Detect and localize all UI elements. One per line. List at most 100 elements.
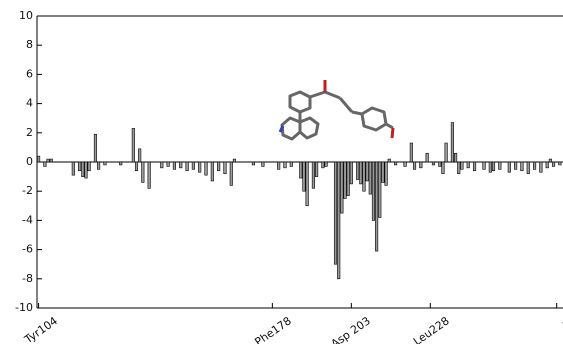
bar (457, 162, 460, 174)
bar (37, 156, 40, 162)
bar (334, 162, 337, 264)
bar (442, 162, 445, 174)
bar (499, 162, 502, 169)
bar (211, 162, 214, 181)
bar (420, 162, 423, 168)
bond (325, 92, 340, 98)
bar (559, 162, 562, 165)
bar (410, 143, 413, 162)
y-tick-label: 4 (26, 97, 33, 110)
bar (173, 162, 176, 169)
bar (205, 162, 208, 175)
y-tick-label: 10 (19, 9, 33, 22)
bar (382, 162, 385, 182)
chart: -10-8-6-4-20246810Tyr104Phe178Asp 203Leu… (0, 0, 563, 344)
oxygen (392, 128, 393, 138)
bar (315, 162, 318, 177)
ring (300, 118, 318, 138)
bar (394, 162, 397, 165)
y-tick-label: -4 (22, 213, 33, 226)
bond (386, 124, 393, 128)
bar (445, 143, 448, 162)
bar (186, 162, 189, 171)
bar (404, 162, 407, 166)
bar (385, 162, 388, 185)
bar (514, 162, 517, 169)
bar (306, 162, 309, 206)
bar (167, 162, 170, 166)
bar (432, 162, 435, 165)
x-tick-label: Phe178 (252, 314, 293, 344)
y-tick-label: -10 (15, 301, 33, 314)
bar (290, 162, 293, 166)
bar (72, 162, 75, 175)
bar (300, 162, 303, 178)
bar (82, 162, 85, 177)
molecule (280, 80, 393, 139)
y-tick-label: 2 (26, 126, 33, 139)
bar (142, 162, 145, 182)
bar (461, 162, 464, 169)
bar (521, 162, 524, 171)
bond (352, 112, 362, 114)
bar (161, 162, 164, 168)
bar (217, 162, 220, 171)
bar (344, 162, 347, 199)
bar (233, 159, 236, 162)
bar (341, 162, 344, 213)
bar (78, 162, 81, 171)
bar (388, 159, 391, 162)
ring (362, 108, 386, 130)
bar (533, 162, 536, 169)
bar (549, 159, 552, 162)
y-tick-label: 6 (26, 67, 33, 80)
bar (350, 162, 353, 184)
bar (369, 162, 372, 194)
bar (413, 162, 416, 169)
x-tick-label: Tyr104 (21, 314, 60, 344)
bond (340, 98, 352, 112)
y-tick-label: -2 (22, 184, 33, 197)
bar (489, 162, 492, 172)
bar (372, 162, 375, 220)
bar (467, 162, 470, 168)
bar (356, 162, 359, 180)
bar (363, 162, 366, 191)
bar (94, 134, 97, 162)
bar (132, 128, 135, 162)
bar (104, 162, 107, 165)
bar (148, 162, 151, 188)
bar (360, 162, 363, 184)
bar (337, 162, 340, 279)
y-tick-label: 0 (26, 155, 33, 168)
bar (473, 162, 476, 171)
x-tick-label: Asp 203 (329, 314, 373, 344)
bar (454, 153, 457, 162)
bar (325, 162, 328, 166)
bar (508, 162, 511, 172)
bar (252, 162, 255, 165)
bar (284, 162, 287, 168)
bar (47, 159, 50, 162)
bar (179, 162, 182, 168)
bar (88, 162, 91, 171)
y-tick-label: -8 (22, 272, 33, 285)
bar (492, 162, 495, 171)
bar (540, 162, 543, 172)
bar (322, 162, 325, 168)
y-tick-label: 8 (26, 38, 33, 51)
bar (366, 162, 369, 181)
bar (85, 162, 88, 178)
bar (277, 162, 280, 169)
bar (451, 123, 454, 162)
bar (483, 162, 486, 169)
y-tick-label: -6 (22, 243, 33, 256)
bar (347, 162, 350, 196)
bar (192, 162, 195, 169)
bar (50, 159, 53, 162)
bar (44, 162, 47, 166)
bar (138, 149, 141, 162)
bar (546, 162, 549, 168)
bond (310, 92, 325, 97)
bar (303, 162, 306, 191)
